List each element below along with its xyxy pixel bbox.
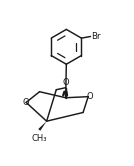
Text: CH₃: CH₃: [31, 134, 47, 143]
Polygon shape: [38, 121, 47, 131]
Text: Br: Br: [91, 32, 100, 41]
Text: O: O: [86, 92, 93, 101]
Text: O: O: [62, 78, 69, 87]
Text: O: O: [22, 98, 29, 107]
